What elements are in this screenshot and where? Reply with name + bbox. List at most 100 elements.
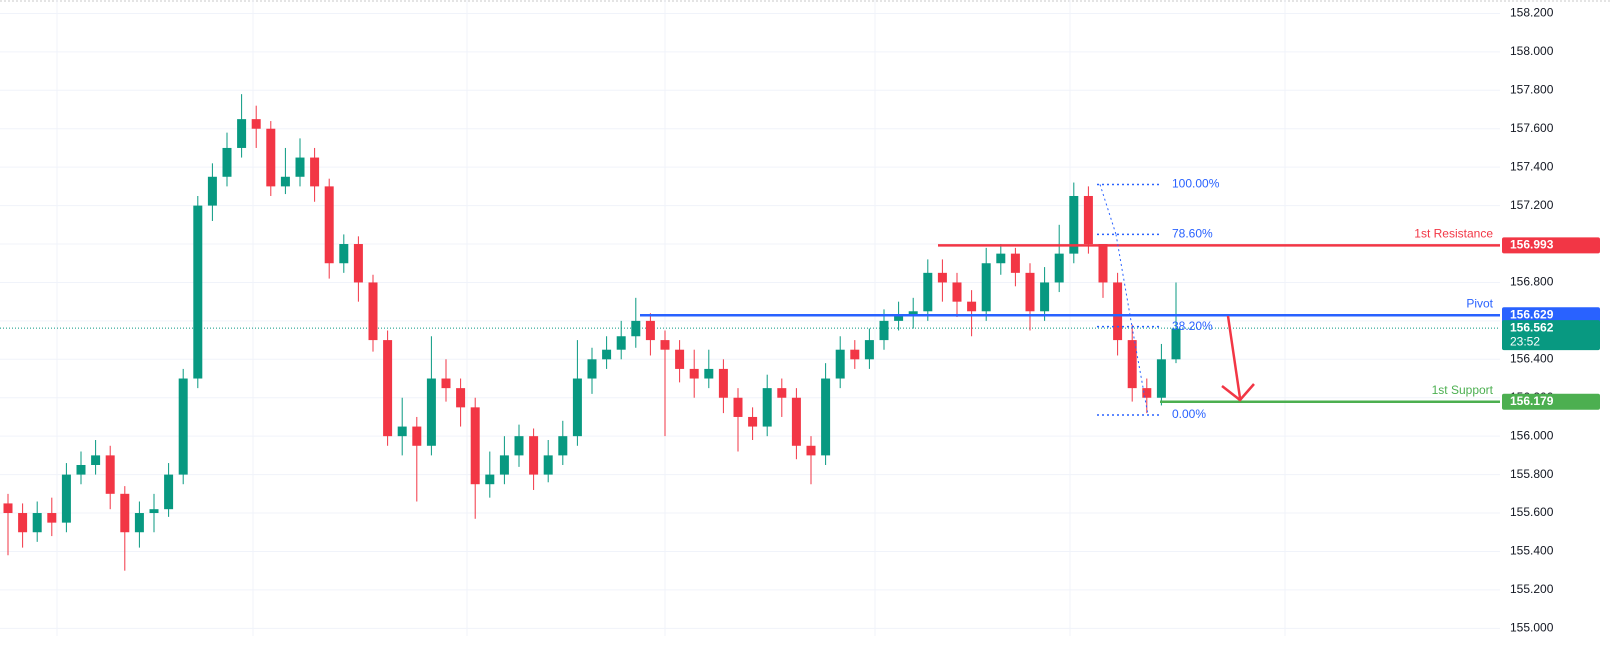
candle-body [61, 474, 71, 523]
level-name: 1st Resistance [1414, 227, 1493, 241]
candle-body [762, 388, 772, 427]
y-tick-label: 157.600 [1510, 121, 1554, 135]
candle-body [149, 509, 159, 514]
candle-body [456, 388, 466, 408]
candle-body [908, 311, 918, 316]
price-box-label: 156.629 [1510, 307, 1554, 321]
level-name: 1st Support [1432, 383, 1494, 397]
y-tick-label: 156.800 [1510, 275, 1554, 289]
candle-body [558, 436, 568, 456]
candle-body [689, 368, 699, 379]
current-price-label: 156.562 [1510, 320, 1554, 334]
candle-body [572, 378, 582, 437]
candle-body [134, 513, 144, 533]
candle-body [835, 349, 845, 379]
candle-body [864, 340, 874, 360]
candle-body [675, 349, 685, 369]
candle-body [1113, 282, 1123, 341]
candle-body [1069, 195, 1079, 254]
candle-body [280, 176, 290, 187]
candle-body [806, 445, 816, 456]
y-tick-label: 155.600 [1510, 505, 1554, 519]
price-box-label: 156.993 [1510, 238, 1554, 252]
candle-body [894, 315, 904, 321]
candle-body [631, 320, 641, 337]
candle-body [18, 513, 28, 533]
candle-body [368, 282, 378, 341]
candle-body [178, 378, 188, 475]
candle-body [485, 474, 495, 485]
candle-body [821, 378, 831, 456]
fib-label: 0.00% [1172, 407, 1206, 421]
arrow-head [1221, 383, 1255, 402]
countdown: 23:52 [1510, 334, 1540, 348]
candle-body [733, 397, 743, 417]
candle-body [937, 272, 947, 283]
candle-body [412, 426, 422, 446]
candle-body [441, 378, 451, 389]
price-box-label: 156.179 [1510, 394, 1554, 408]
candle-body [310, 157, 320, 187]
fib-trend [1099, 184, 1117, 235]
candle-body [791, 397, 801, 446]
price-box [1502, 307, 1600, 324]
candle-body [529, 436, 539, 475]
y-tick-label: 155.000 [1510, 620, 1554, 634]
candle-body [616, 336, 626, 350]
current-price-box [1502, 320, 1600, 351]
y-tick-label: 157.200 [1510, 198, 1554, 212]
candle-body [32, 513, 42, 533]
candle-body [222, 147, 232, 177]
candle-body [850, 349, 860, 360]
candle-body [952, 282, 962, 302]
y-tick-label: 155.400 [1510, 544, 1554, 558]
candle-body [105, 455, 115, 494]
y-tick-label: 157.800 [1510, 82, 1554, 96]
candle-body [602, 349, 612, 360]
fib-label: 78.60% [1172, 227, 1213, 241]
y-tick-label: 158.200 [1510, 6, 1554, 20]
candle-body [1054, 253, 1064, 283]
y-tick-label: 157.400 [1510, 159, 1554, 173]
price-box [1502, 237, 1600, 254]
candle-body [587, 359, 597, 379]
candle-body [251, 119, 261, 129]
candle-body [543, 455, 553, 475]
candle-body [426, 378, 436, 446]
price-box [1502, 393, 1600, 410]
candle-body [295, 157, 305, 177]
y-tick-label: 156.000 [1510, 428, 1554, 442]
arrow-shaft [1226, 315, 1242, 399]
y-tick-label: 155.800 [1510, 467, 1554, 481]
candle-body [324, 186, 334, 264]
candle-body [514, 436, 524, 456]
y-tick-label: 156.400 [1510, 351, 1554, 365]
y-tick-label: 155.200 [1510, 582, 1554, 596]
candle-body [266, 128, 276, 187]
candle-body [339, 244, 349, 264]
candle-body [193, 205, 203, 379]
candle-body [704, 368, 714, 379]
candle-body [1098, 244, 1108, 283]
candle-body [1025, 272, 1035, 312]
y-tick-label: 158.000 [1510, 44, 1554, 58]
candle-body [76, 464, 86, 475]
candle-body [91, 455, 101, 465]
candle-body [397, 426, 407, 437]
fib-label: 38.20% [1172, 319, 1213, 333]
candle-body [718, 368, 728, 398]
candle-body [1142, 388, 1152, 398]
candle-body [923, 272, 933, 312]
candle-body [499, 455, 509, 475]
candle-body [353, 244, 363, 283]
candle-body [660, 340, 670, 350]
forecast-arrow [1221, 315, 1255, 402]
candle-body [470, 407, 480, 485]
candle-body [1010, 253, 1020, 273]
candle-body [164, 474, 174, 510]
vertical-grid [56, 0, 1286, 636]
candle-body [981, 263, 991, 312]
candle-body [645, 320, 655, 341]
candle-body [1171, 328, 1181, 360]
